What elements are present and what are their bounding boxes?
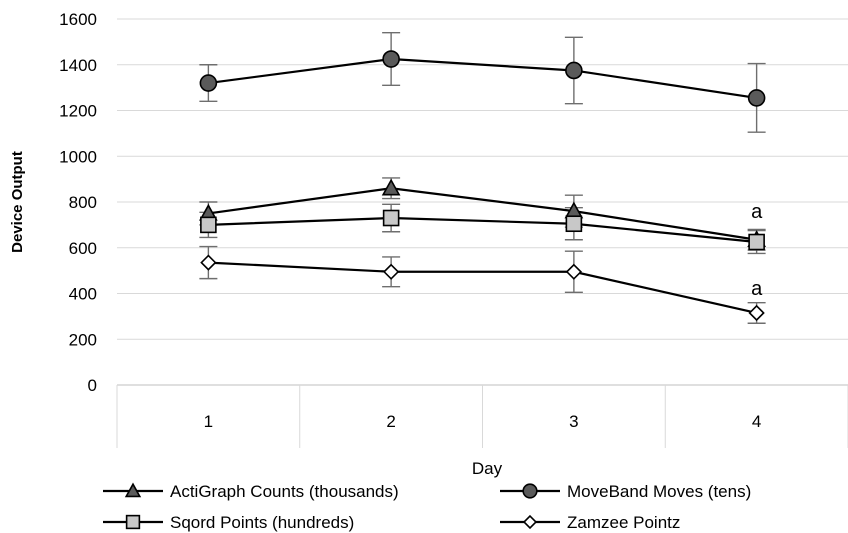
legend-marker-circle-icon [522, 483, 538, 499]
y-tick-label-0: 0 [88, 376, 97, 395]
y-tick-label-1000: 1000 [59, 147, 97, 166]
legend: ActiGraph Counts (thousands) MoveBand Mov… [103, 482, 751, 532]
legend-label: Zamzee Pointz [567, 513, 680, 532]
legend-marker-diamond-icon [522, 514, 538, 530]
series-lines [208, 57, 757, 315]
y-tick-label-1400: 1400 [59, 56, 97, 75]
annotation-label: a [751, 201, 763, 223]
x-axis-title: Day [472, 459, 503, 478]
data-point-zamzee-pointz [565, 263, 583, 280]
y-tick-label-1200: 1200 [59, 102, 97, 121]
y-tick-label-200: 200 [69, 330, 97, 349]
y-tick-label-1600: 1600 [59, 10, 97, 29]
y-tick-label-600: 600 [69, 239, 97, 258]
y-axis-title: Device Output [9, 151, 26, 253]
data-point-moveband-moves-tens [565, 61, 583, 80]
data-point-moveband-moves-tens [382, 50, 400, 68]
data-point-moveband-moves-tens [199, 74, 218, 92]
annotations: aa [751, 201, 763, 300]
x-tick-label-4: 4 [752, 412, 761, 431]
legend-item-moveband-moves-tens: MoveBand Moves (tens) [500, 482, 751, 501]
series-line-sqord-points-hundreds [208, 216, 757, 244]
series-line-zamzee-pointz [208, 261, 757, 315]
y-tick-label-400: 400 [69, 285, 97, 304]
data-point-zamzee-pointz [382, 263, 400, 280]
data-point-sqord-points-hundreds [565, 215, 583, 233]
y-tick-labels: 0 200 400 600 800 1000 1200 1400 1600 [59, 10, 97, 395]
error-bars [199, 32, 766, 324]
data-point-sqord-points-hundreds [382, 209, 400, 227]
legend-label: ActiGraph Counts (thousands) [170, 482, 399, 501]
legend-marker-square-icon [125, 514, 141, 530]
x-tick-label-1: 1 [204, 412, 213, 431]
data-point-moveband-moves-tens [747, 89, 766, 107]
series-line-actigraph-counts-thousands [208, 187, 757, 241]
legend-item-actigraph-counts-thousands: ActiGraph Counts (thousands) [103, 482, 399, 501]
data-point-sqord-points-hundreds [200, 216, 217, 234]
series-markers [199, 50, 766, 322]
data-point-actigraph-counts-thousands [381, 178, 401, 196]
legend-label: Sqord Points (hundreds) [170, 513, 354, 532]
series-line-moveband-moves-tens [208, 57, 757, 100]
axes [116, 384, 848, 448]
x-tick-label-3: 3 [569, 412, 578, 431]
annotation-label: a [751, 278, 763, 300]
y-tick-label-800: 800 [69, 193, 97, 212]
legend-label: MoveBand Moves (tens) [567, 482, 751, 501]
x-tick-labels: 1 2 3 4 [204, 412, 762, 431]
gridlines [117, 18, 848, 340]
legend-marker-triangle-icon [124, 482, 142, 498]
legend-item-zamzee-pointz: Zamzee Pointz [500, 513, 680, 532]
x-tick-label-2: 2 [386, 412, 395, 431]
data-point-zamzee-pointz [748, 304, 765, 322]
legend-item-sqord-points-hundreds: Sqord Points (hundreds) [103, 513, 354, 532]
data-point-sqord-points-hundreds [748, 233, 765, 251]
data-point-zamzee-pointz [200, 254, 217, 271]
